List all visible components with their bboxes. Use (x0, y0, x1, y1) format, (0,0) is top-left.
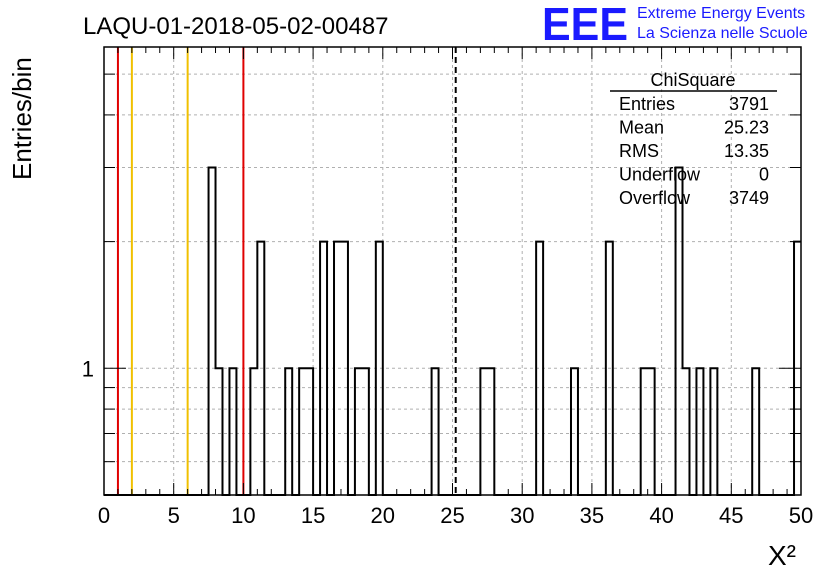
stats-box: ChiSquare Entries 3791 Mean 25.23 RMS 13.35 Un… (610, 70, 777, 208)
stats-label: RMS (619, 141, 659, 161)
run-title: LAQU-01-2018-05-02-00487 (83, 13, 389, 40)
stats-label: Mean (619, 118, 664, 138)
y-tick-labels: 1 (82, 356, 94, 381)
stats-label: Overflow (619, 188, 691, 208)
eee-logo: EEE (542, 0, 628, 50)
x-tick-label: 15 (301, 503, 325, 528)
stats-label: Entries (619, 94, 675, 114)
y-axis-label: Entries/bin (7, 57, 37, 180)
stats-value: 13.35 (724, 141, 769, 161)
x-tick-label: 0 (98, 503, 110, 528)
stats-value: 3749 (729, 188, 769, 208)
stats-value: 0 (759, 165, 769, 185)
stats-value: 3791 (729, 94, 769, 114)
stats-value: 25.23 (724, 118, 769, 138)
grid-lines (104, 47, 801, 495)
y-tick-label: 1 (82, 356, 94, 381)
stats-title: ChiSquare (650, 70, 735, 90)
x-tick-label: 20 (371, 503, 395, 528)
x-tick-label: 10 (231, 503, 255, 528)
x-tick-label: 35 (580, 503, 604, 528)
x-tick-label: 50 (789, 503, 813, 528)
x-tick-label: 45 (719, 503, 743, 528)
reference-lines (116, 47, 457, 495)
x-tick-label: 5 (168, 503, 180, 528)
x-tick-label: 40 (649, 503, 673, 528)
x-axis-label: X² (768, 540, 796, 571)
plot-frame (103, 46, 802, 496)
logo-line-1: Extreme Energy Events (637, 5, 805, 22)
stats-label: Underflow (619, 165, 701, 185)
logo-line-2: La Scienza nelle Scuole (637, 25, 808, 42)
x-tick-label: 25 (440, 503, 464, 528)
x-tick-label: 30 (510, 503, 534, 528)
x-tick-labels: 0 5 10 15 20 25 30 35 40 45 50 (98, 503, 813, 528)
